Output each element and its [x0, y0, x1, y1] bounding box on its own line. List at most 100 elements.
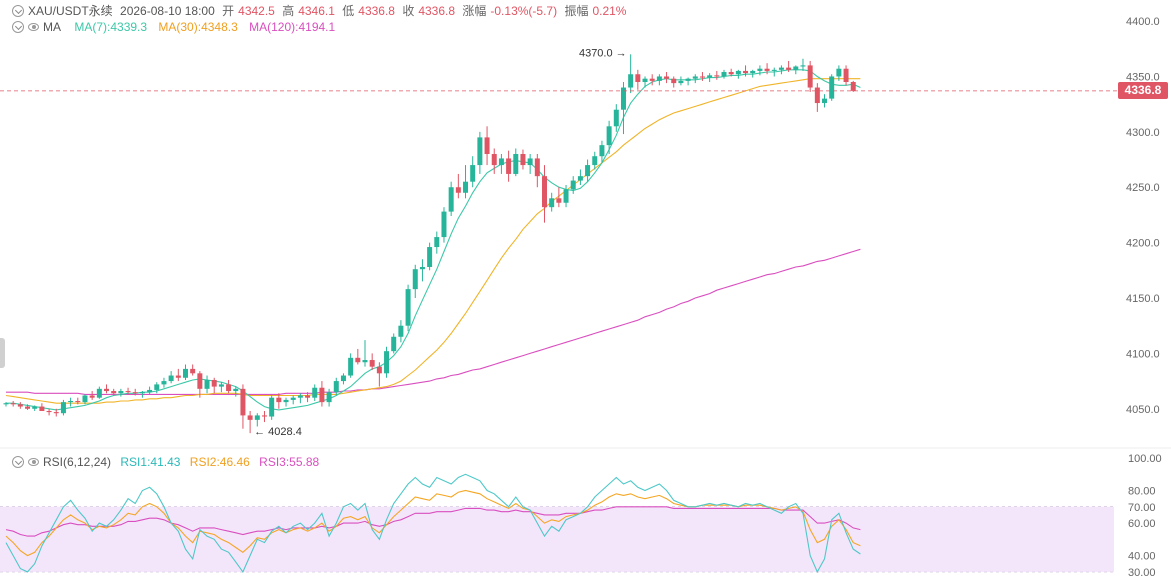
candle-down — [556, 198, 562, 203]
candle-down — [276, 397, 282, 403]
price-tick-label: 4350.0 — [1126, 71, 1160, 83]
candle-up — [498, 158, 504, 166]
candle-down — [850, 82, 856, 91]
candle-up — [613, 109, 619, 127]
candle-up — [204, 379, 210, 389]
candle-up — [628, 74, 634, 88]
candle-down — [25, 406, 31, 409]
low-label: 低 — [342, 4, 355, 18]
candle-up — [412, 269, 418, 290]
candle-up — [419, 266, 425, 270]
candle-up — [154, 384, 160, 390]
candle-up — [218, 384, 224, 387]
candle-down — [843, 68, 849, 82]
candle-down — [542, 176, 547, 208]
candle-down — [671, 78, 677, 84]
ohlc-header: XAU/USDT永续 2026-08-10 18:00 开 4342.5 高 434… — [12, 2, 630, 19]
side-panel-handle[interactable] — [0, 338, 5, 368]
chevron-down-icon[interactable] — [12, 5, 24, 17]
candle-down — [190, 368, 196, 374]
candle-up — [233, 388, 239, 392]
candle-up — [333, 381, 339, 393]
rsi-tick-label: 70.00 — [1128, 502, 1156, 514]
candle-down — [664, 76, 670, 79]
price-tick-label: 4400.0 — [1126, 16, 1160, 28]
candle-up — [570, 180, 576, 190]
candle-down — [764, 68, 770, 71]
candle-up — [735, 70, 741, 75]
rsi1-value: RSI1:41.43 — [120, 455, 181, 469]
candle-down — [699, 76, 705, 78]
change-label: 涨幅 — [462, 4, 487, 18]
rsi3-line — [5, 506, 861, 537]
candle-down — [743, 70, 749, 74]
candle-down — [53, 412, 59, 414]
candle-up — [620, 87, 626, 110]
price-tick-label: 4100.0 — [1126, 348, 1160, 360]
candle-up — [642, 78, 648, 82]
candle-up — [822, 98, 828, 104]
candle-down — [247, 415, 253, 420]
ma120-value: MA(120):4194.1 — [249, 20, 336, 34]
candle-up — [362, 360, 368, 363]
candle-down — [305, 395, 311, 398]
rsi2-value: RSI2:46.46 — [189, 455, 250, 469]
chevron-down-icon[interactable] — [12, 456, 24, 468]
candle-up — [60, 402, 66, 414]
candle-down — [319, 387, 325, 403]
candle-up — [685, 78, 691, 81]
price-axis: 4400.0 4350.0 4300.0 4250.0 4200.0 4150.0 4100… — [1126, 16, 1160, 416]
candle-down — [520, 154, 526, 166]
close-label: 收 — [402, 4, 415, 18]
candle-down — [89, 395, 95, 398]
candle-down — [261, 415, 267, 417]
rsi3-value: RSI3:55.88 — [259, 455, 320, 469]
candle-up — [32, 406, 38, 409]
candle-down — [17, 404, 23, 407]
ma30-line — [5, 78, 861, 404]
candle-down — [506, 158, 512, 174]
ma-lines — [5, 69, 861, 411]
eye-icon[interactable] — [28, 458, 39, 466]
candle-down — [39, 406, 45, 411]
candle-up — [477, 137, 483, 166]
candle-up — [656, 76, 662, 81]
low-value: 4336.8 — [358, 4, 395, 18]
candle-up — [118, 391, 124, 394]
candle-up — [254, 415, 260, 420]
candle-down — [455, 187, 461, 193]
rsi-axis: 100.00 80.00 70.00 60.00 40.00 30.00 — [1128, 453, 1162, 579]
candle-down — [46, 410, 52, 413]
rsi-band — [0, 506, 1114, 572]
candle-up — [391, 336, 397, 352]
candle-down — [491, 154, 497, 166]
candle-up — [326, 392, 332, 403]
candle-down — [10, 403, 16, 405]
candle-down — [807, 65, 813, 88]
candle-up — [606, 126, 612, 146]
price-tick-label: 4300.0 — [1126, 127, 1160, 139]
ma7-line — [6, 69, 861, 411]
candle-down — [226, 384, 232, 392]
candle-up — [434, 237, 440, 248]
candle-up — [757, 68, 763, 71]
candles — [3, 54, 856, 434]
ma30-value: MA(30):4348.3 — [158, 20, 238, 34]
eye-icon[interactable] — [28, 23, 39, 31]
candle-up — [448, 187, 454, 212]
price-tick-label: 4250.0 — [1126, 182, 1160, 194]
rsi-legend: RSI(6,12,24) RSI1:41.43 RSI2:46.46 RSI3:… — [12, 455, 323, 469]
candle-up — [427, 247, 433, 267]
high-value: 4346.1 — [298, 4, 335, 18]
candle-up — [513, 154, 519, 174]
candle-up — [96, 388, 102, 398]
candle-up — [441, 211, 447, 238]
amplitude-label: 振幅 — [564, 4, 589, 18]
candle-down — [104, 388, 110, 392]
candle-down — [814, 87, 820, 104]
candle-up — [269, 397, 275, 417]
candle-up — [297, 395, 303, 398]
candle-down — [211, 379, 217, 387]
chevron-down-icon[interactable] — [12, 21, 24, 33]
